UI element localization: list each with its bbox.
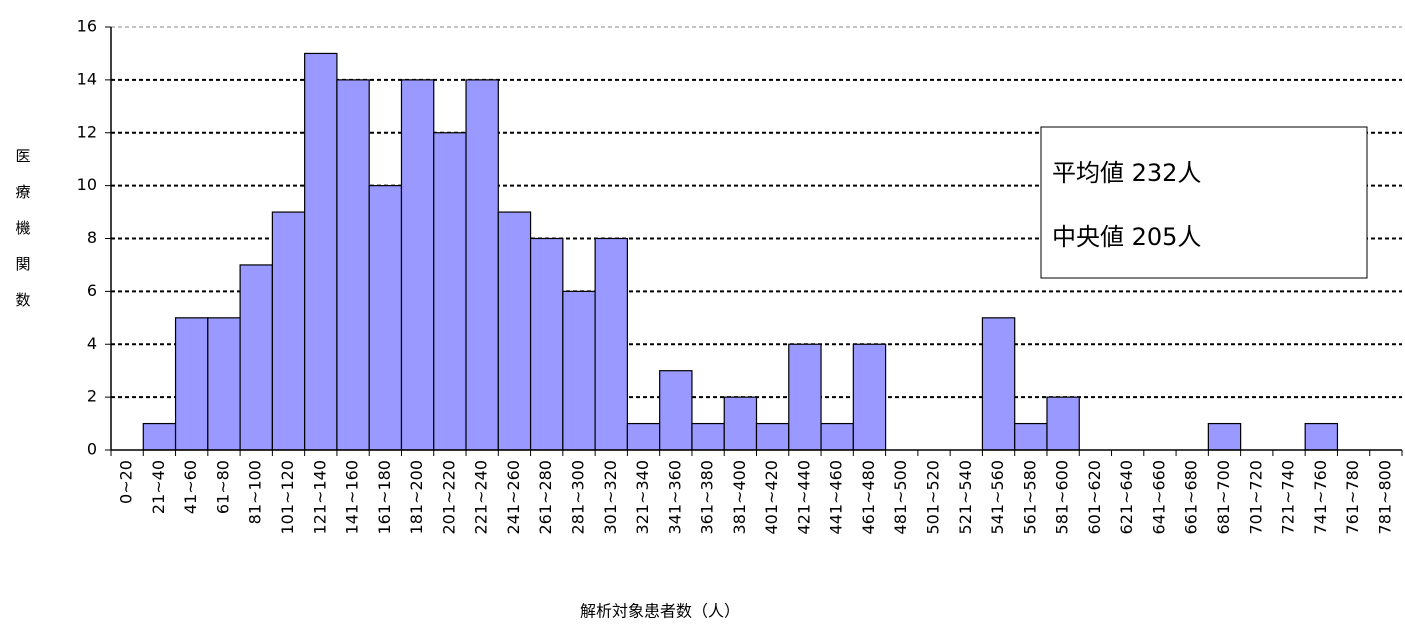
x-tick-label: 181~200 [407, 460, 426, 534]
x-tick-label: 481~500 [891, 460, 910, 534]
x-tick-label: 321~340 [633, 460, 652, 534]
y-tick-label: 12 [77, 122, 97, 141]
x-tick-label: 601~620 [1085, 460, 1104, 534]
x-tick-label: 541~560 [988, 460, 1007, 534]
x-tick-label: 581~600 [1053, 460, 1072, 534]
y-tick-label: 16 [77, 17, 97, 36]
bar [336, 79, 370, 451]
x-tick-label: 421~440 [794, 460, 813, 534]
bar [400, 79, 435, 451]
y-tick-label: 0 [87, 440, 97, 459]
bar [142, 422, 177, 451]
bar [207, 317, 241, 451]
bar [659, 370, 693, 451]
x-tick-label: 21~40 [149, 460, 168, 514]
x-tick-label: 561~580 [1020, 460, 1039, 534]
x-tick-label: 61~80 [213, 460, 232, 514]
annotation: 平均値 232人 [1052, 159, 1201, 187]
bar [1014, 422, 1048, 451]
y-tick-label: 4 [87, 334, 97, 353]
x-tick-label: 681~700 [1214, 460, 1233, 534]
bar [594, 237, 629, 451]
x-tick-label: 401~420 [762, 460, 781, 534]
y-tick-label: 2 [87, 387, 97, 406]
x-tick-label: 301~320 [601, 460, 620, 534]
y-tick-label: 6 [87, 281, 97, 300]
bar [723, 396, 758, 451]
bar [1046, 396, 1080, 451]
x-tick-label: 81~100 [246, 460, 265, 524]
bar [529, 237, 564, 451]
x-tick-label: 721~740 [1279, 460, 1298, 534]
x-tick-label: 41~60 [181, 460, 200, 514]
bar [271, 211, 306, 451]
bar [1207, 422, 1242, 451]
x-axis-label: 解析対象患者数（人） [580, 602, 740, 621]
x-tick-label: 201~220 [439, 460, 458, 534]
x-tick-label: 381~400 [730, 460, 749, 534]
bar [1304, 422, 1339, 451]
x-tick-label: 701~720 [1246, 460, 1265, 534]
bar [626, 422, 661, 451]
x-tick-label: 781~800 [1375, 460, 1394, 534]
x-tick-label: 281~300 [568, 460, 587, 534]
x-tick-label: 741~760 [1311, 460, 1330, 534]
y-tick-label: 8 [87, 228, 97, 247]
x-tick-label: 641~660 [1149, 460, 1168, 534]
x-tick-label: 661~680 [1182, 460, 1201, 534]
bar [981, 317, 1016, 451]
bar [755, 422, 790, 451]
bar [304, 52, 338, 451]
x-tick-label: 521~540 [956, 460, 975, 534]
x-tick-label: 341~360 [665, 460, 684, 534]
x-tick-label: 361~380 [698, 460, 717, 534]
bar [433, 132, 467, 451]
bar [239, 264, 273, 451]
x-tick-label: 261~280 [536, 460, 555, 534]
x-tick-label: 241~260 [504, 460, 523, 534]
bar [562, 290, 596, 451]
x-tick-label: 761~780 [1343, 460, 1362, 534]
x-tick-label: 141~160 [343, 460, 362, 534]
x-tick-label: 221~240 [472, 460, 491, 534]
x-tick-label: 501~520 [924, 460, 943, 534]
bar [174, 317, 209, 451]
bar [788, 343, 822, 451]
bar [368, 185, 403, 451]
x-tick-label: 461~480 [859, 460, 878, 534]
bar [465, 79, 499, 451]
x-tick-label: 161~180 [375, 460, 394, 534]
annotation: 中央値 205人 [1052, 223, 1201, 251]
bar [691, 422, 725, 451]
x-tick-label: 121~140 [310, 460, 329, 534]
annotation-box [1040, 126, 1368, 279]
x-tick-label: 101~120 [278, 460, 297, 534]
x-tick-label: 621~640 [1117, 460, 1136, 534]
y-axis-label: 医療機関数 [14, 148, 32, 328]
x-tick-label: 0~20 [117, 460, 136, 504]
x-tick-label: 441~460 [827, 460, 846, 534]
bar [497, 211, 532, 451]
bar [820, 422, 854, 451]
y-tick-label: 14 [77, 69, 97, 88]
bar [852, 343, 887, 451]
y-tick-label: 10 [77, 175, 97, 194]
